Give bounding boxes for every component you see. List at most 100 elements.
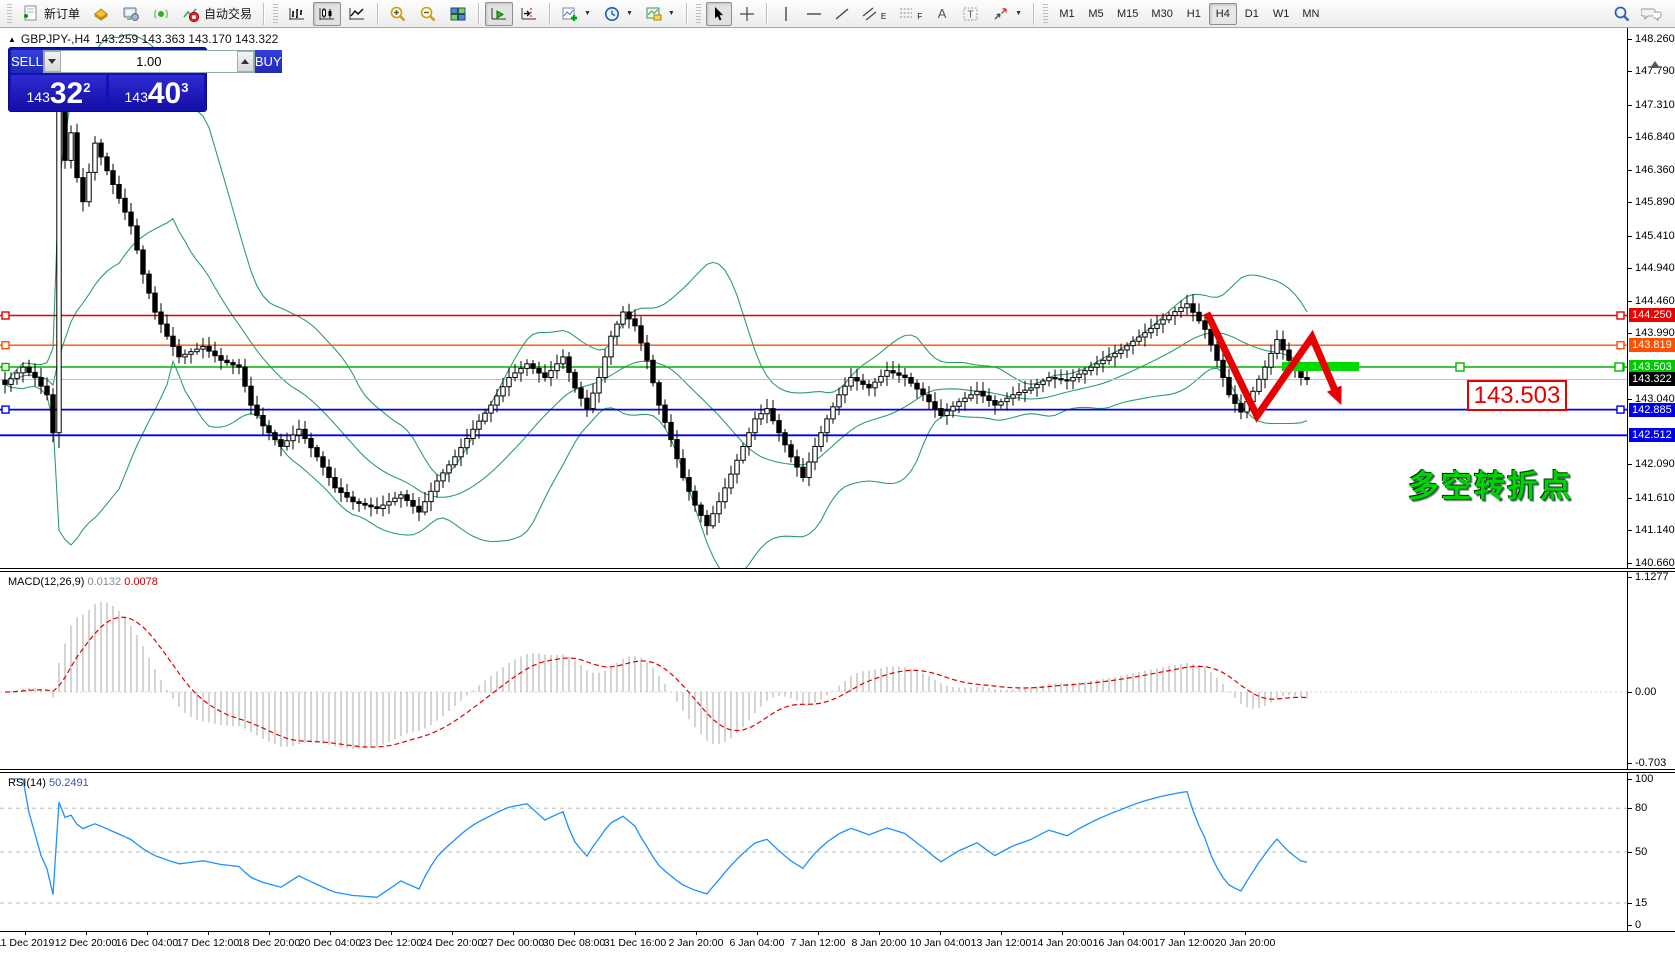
time-tick-mark xyxy=(757,932,758,935)
rsi-label: RSI(14) 50.2491 xyxy=(8,777,89,789)
dropdown-arrow-icon: ▼ xyxy=(584,10,591,17)
autotrading-button[interactable]: 自动交易 xyxy=(177,2,257,26)
volume-increase-button[interactable] xyxy=(236,51,254,72)
new-order-button[interactable]: 新订单 xyxy=(17,2,85,26)
time-label: 24 Dec 20:00 xyxy=(420,937,484,949)
axis-tick-mark xyxy=(1628,333,1632,335)
fibonacci-button[interactable]: F xyxy=(893,2,927,26)
timeframe-m1-button[interactable]: M1 xyxy=(1059,7,1075,20)
macd-value1: 0.0132 xyxy=(87,576,122,588)
text-label-button[interactable]: T xyxy=(957,2,985,26)
time-label: 8 Jan 20:00 xyxy=(851,937,907,949)
price-callout-box[interactable]: 143.503 xyxy=(1467,380,1567,411)
buy-price-display[interactable]: 143 40 3 xyxy=(109,75,204,109)
time-tick-mark xyxy=(452,932,453,935)
rsi-value: 50.2491 xyxy=(48,777,89,789)
buy-button[interactable]: BUY xyxy=(254,50,282,73)
trendline-button[interactable] xyxy=(829,2,855,26)
axis-tick-mark xyxy=(1628,497,1632,499)
timeframe-d1-button[interactable]: D1 xyxy=(1244,7,1259,20)
time-tick-mark xyxy=(330,932,331,935)
equidistant-channel-button[interactable]: E xyxy=(857,2,891,26)
axis-tick-mark xyxy=(1628,808,1632,810)
timeframe-mn-button[interactable]: MN xyxy=(1302,7,1320,20)
time-tick-mark xyxy=(25,932,26,935)
timeframe-m15-button[interactable]: M15 xyxy=(1117,7,1139,20)
time-tick-mark xyxy=(879,932,880,935)
macd-panel-splitter[interactable] xyxy=(0,568,1675,572)
crosshair-icon xyxy=(739,6,754,21)
timeframe-m30-button[interactable]: M30 xyxy=(1151,7,1173,20)
axis-tick-mark xyxy=(1628,202,1632,204)
candlestick-icon xyxy=(319,7,335,20)
bar-chart-button[interactable] xyxy=(283,2,311,26)
time-tick-mark xyxy=(391,932,392,935)
buy-price-base: 143 xyxy=(124,89,148,105)
toolbar-separator xyxy=(549,2,551,25)
axis-tick-mark xyxy=(1628,267,1632,269)
expert-advisors-button[interactable] xyxy=(117,2,145,26)
toolbar-separator xyxy=(478,2,480,25)
indicators-icon xyxy=(562,7,578,21)
signals-button[interactable] xyxy=(147,2,175,26)
rsi-panel-splitter[interactable] xyxy=(0,769,1675,773)
chart-shift-button[interactable] xyxy=(515,2,543,26)
chat-icon[interactable] xyxy=(1641,5,1663,23)
toolbar-separator xyxy=(263,2,265,25)
volume-decrease-button[interactable] xyxy=(43,51,61,72)
text-button[interactable]: A xyxy=(929,2,955,26)
line-chart-button[interactable] xyxy=(343,2,371,26)
signal-icon xyxy=(153,9,169,18)
toolbar-grip[interactable] xyxy=(695,3,701,24)
time-tick-mark xyxy=(1001,932,1002,935)
tile-windows-button[interactable] xyxy=(444,2,472,26)
zoom-in-button[interactable] xyxy=(384,2,412,26)
arrows-button[interactable]: ▼ xyxy=(987,2,1027,26)
time-tick-mark xyxy=(1245,932,1246,935)
zoom-out-button[interactable] xyxy=(414,2,442,26)
price-tick-label: 146.840 xyxy=(1635,130,1675,143)
time-label: 20 Jan 20:00 xyxy=(1214,937,1276,949)
symbol-arrow-icon: ▲ xyxy=(8,34,16,44)
sell-button[interactable]: SELL xyxy=(11,50,43,73)
chart-shift-icon xyxy=(521,7,537,19)
timeframe-h4-button[interactable]: H4 xyxy=(1208,2,1237,25)
price-badge-142.885: 142.885 xyxy=(1629,402,1675,417)
sell-price-display[interactable]: 143 32 2 xyxy=(11,75,106,109)
periods-button[interactable]: ▼ xyxy=(598,2,638,26)
scroll-up-arrow[interactable] xyxy=(1650,61,1660,68)
timeframe-m5-button[interactable]: M5 xyxy=(1088,7,1104,20)
candlestick-chart-button[interactable] xyxy=(313,1,342,26)
axis-tick-mark xyxy=(1628,577,1632,579)
symbol-ohlc: 143.259 143.363 143.170 143.322 xyxy=(94,32,279,46)
crosshair-button[interactable] xyxy=(734,2,760,26)
axis-tick-mark xyxy=(1628,692,1632,693)
toolbar-grip[interactable] xyxy=(1043,3,1049,24)
price-axis[interactable]: 148.260 147.790 147.310 146.840 146.360 145.8… xyxy=(1627,28,1675,931)
price-tick-label: 148.260 xyxy=(1635,33,1675,45)
time-tick-mark xyxy=(574,932,575,935)
indicators-button[interactable]: ▼ xyxy=(556,2,596,26)
auto-scroll-button[interactable] xyxy=(485,1,514,26)
search-icon[interactable] xyxy=(1613,5,1631,23)
cursor-button[interactable] xyxy=(705,1,732,26)
vertical-line-button[interactable] xyxy=(773,2,799,26)
toolbar-grip[interactable] xyxy=(7,3,12,24)
time-tick-mark xyxy=(696,932,697,935)
turning-point-annotation[interactable]: 多空转折点 xyxy=(1408,469,1573,504)
time-tick-mark xyxy=(1062,932,1063,935)
market-watch-button[interactable] xyxy=(87,2,115,26)
time-tick-mark xyxy=(513,932,514,935)
timeframe-w1-button[interactable]: W1 xyxy=(1272,7,1290,20)
horizontal-line-button[interactable] xyxy=(801,2,827,26)
templates-button[interactable]: ▼ xyxy=(640,2,680,26)
volume-input[interactable] xyxy=(60,51,237,72)
toolbar-grip[interactable] xyxy=(273,3,279,24)
axis-tick-mark xyxy=(1628,763,1632,765)
price-chart-canvas[interactable] xyxy=(0,28,1627,931)
time-axis[interactable]: 11 Dec 2019 12 Dec 20:00 16 Dec 04:00 17 De… xyxy=(0,931,1675,953)
price-tick-label: 140.660 xyxy=(1635,557,1675,570)
price-tick-label: 144.940 xyxy=(1635,261,1675,274)
timeframe-h1-button[interactable]: H1 xyxy=(1186,7,1201,20)
